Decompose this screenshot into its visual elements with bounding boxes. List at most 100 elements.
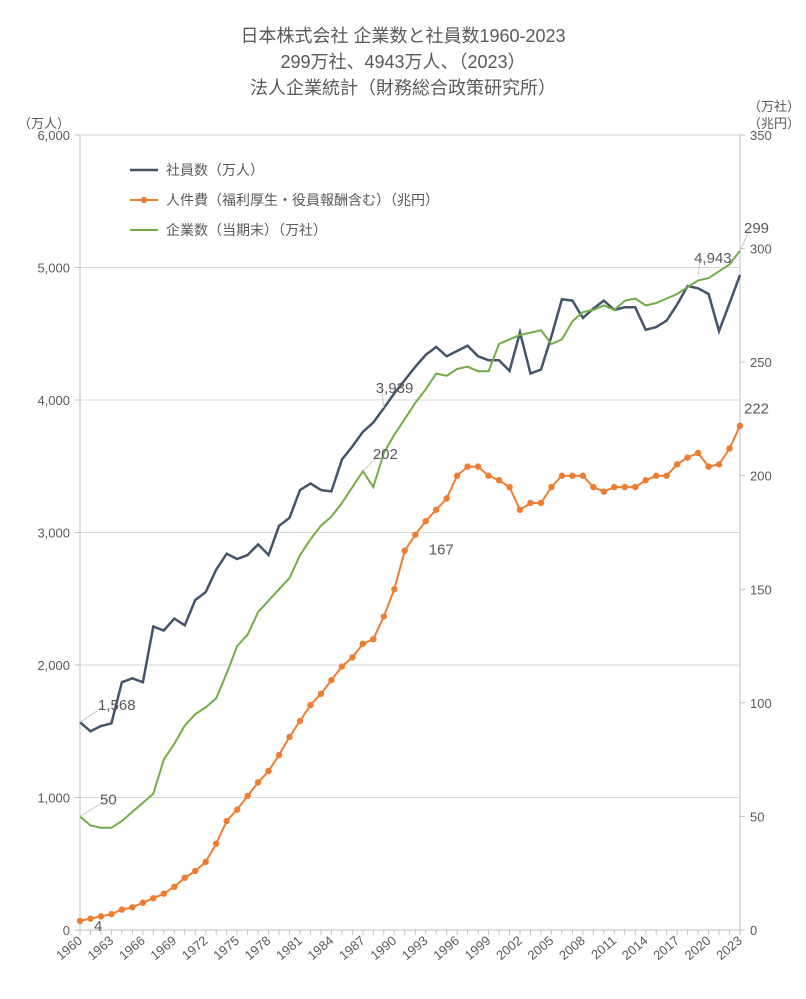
right-tick-label: 350 [750,128,772,143]
series-marker-labor_cost [464,463,470,469]
data-label: 4,943 [694,250,732,267]
legend-marker-labor_cost [141,197,147,203]
series-marker-labor_cost [496,477,502,483]
x-tick-label: 2011 [588,933,619,962]
series-marker-labor_cost [475,463,481,469]
series-marker-labor_cost [402,547,408,553]
series-marker-labor_cost [150,895,156,901]
series-line-employees [80,275,740,731]
x-tick-label: 1966 [116,933,148,963]
left-tick-label: 4,000 [37,393,70,408]
right-tick-label: 200 [750,469,772,484]
x-tick-label: 1990 [367,933,399,963]
right-tick-label: 50 [750,809,764,824]
x-tick-label: 2014 [619,933,651,963]
x-tick-label: 1999 [462,933,494,963]
x-tick-label: 1984 [305,933,337,963]
left-tick-label: 0 [63,923,70,938]
series-marker-labor_cost [286,734,292,740]
series-marker-labor_cost [569,473,575,479]
series-marker-labor_cost [726,445,732,451]
series-marker-labor_cost [140,900,146,906]
left-tick-label: 1,000 [37,791,70,806]
series-marker-labor_cost [705,463,711,469]
series-marker-labor_cost [297,718,303,724]
right-tick-label: 150 [750,582,772,597]
left-tick-label: 3,000 [37,526,70,541]
series-marker-labor_cost [527,500,533,506]
series-marker-labor_cost [255,779,261,785]
x-tick-label: 1987 [336,933,368,963]
title-line-2: 299万社、4943万人、（2023） [280,52,525,72]
x-tick-label: 2020 [682,933,714,963]
series-marker-labor_cost [454,473,460,479]
series-marker-labor_cost [276,752,282,758]
left-tick-label: 2,000 [37,658,70,673]
series-marker-labor_cost [77,918,83,924]
data-label: 1,568 [98,697,136,714]
series-line-labor_cost [80,426,740,921]
x-tick-label: 1993 [399,933,431,963]
chart-container: 日本株式会社 企業数と社員数1960-2023 299万社、4943万人、（202… [0,0,806,999]
data-label: 202 [373,446,398,463]
series-marker-labor_cost [265,768,271,774]
x-tick-label: 2008 [556,933,588,963]
data-label: 222 [744,401,769,418]
series-marker-labor_cost [506,484,512,490]
data-label: 50 [100,791,117,808]
series-marker-labor_cost [108,911,114,917]
data-label: 167 [429,542,454,559]
series-marker-labor_cost [161,890,167,896]
x-tick-label: 1963 [85,933,117,963]
data-label: 299 [744,220,769,237]
legend-label-employees: 社員数（万人） [166,162,264,178]
series-marker-labor_cost [590,484,596,490]
series-line-companies [80,251,740,828]
data-label: 4 [94,918,102,935]
series-marker-labor_cost [684,454,690,460]
series-marker-labor_cost [737,423,743,429]
series-marker-labor_cost [653,473,659,479]
series-marker-labor_cost [517,507,523,513]
series-marker-labor_cost [171,884,177,890]
series-marker-labor_cost [674,461,680,467]
x-tick-label: 1972 [179,933,211,963]
left-tick-label: 5,000 [37,261,70,276]
series-marker-labor_cost [381,613,387,619]
right-axis-unit-1: （万社） [748,99,800,114]
x-tick-label: 2017 [650,933,682,963]
series-marker-labor_cost [119,906,125,912]
x-tick-label: 1981 [273,933,305,963]
series-marker-labor_cost [695,450,701,456]
data-label: 3,939 [376,380,414,397]
series-marker-labor_cost [182,875,188,881]
x-tick-label: 1975 [210,933,242,963]
series-marker-labor_cost [601,488,607,494]
legend-label-companies: 企業数（当期末）（万社） [166,222,327,238]
right-tick-label: 100 [750,696,772,711]
chart-svg: 日本株式会社 企業数と社員数1960-2023 299万社、4943万人、（202… [0,0,806,999]
series-marker-labor_cost [559,473,565,479]
title-line-3: 法人企業統計（財務総合政策研究所） [250,78,556,98]
series-marker-labor_cost [349,654,355,660]
series-marker-labor_cost [391,586,397,592]
x-tick-label: 2023 [713,933,745,963]
series-marker-labor_cost [192,868,198,874]
legend-label-labor_cost: 人件費（福利厚生・役員報酬含む）（兆円） [166,192,439,208]
x-tick-label: 2005 [525,933,557,963]
series-marker-labor_cost [203,859,209,865]
right-tick-label: 250 [750,355,772,370]
left-tick-label: 6,000 [37,128,70,143]
series-marker-labor_cost [244,793,250,799]
series-marker-labor_cost [307,702,313,708]
title-line-1: 日本株式会社 企業数と社員数1960-2023 [240,26,565,46]
series-marker-labor_cost [611,484,617,490]
series-marker-labor_cost [213,840,219,846]
series-marker-labor_cost [485,473,491,479]
series-marker-labor_cost [318,691,324,697]
series-marker-labor_cost [548,484,554,490]
x-tick-label: 1996 [430,933,462,963]
series-marker-labor_cost [223,818,229,824]
series-marker-labor_cost [663,473,669,479]
series-marker-labor_cost [234,806,240,812]
